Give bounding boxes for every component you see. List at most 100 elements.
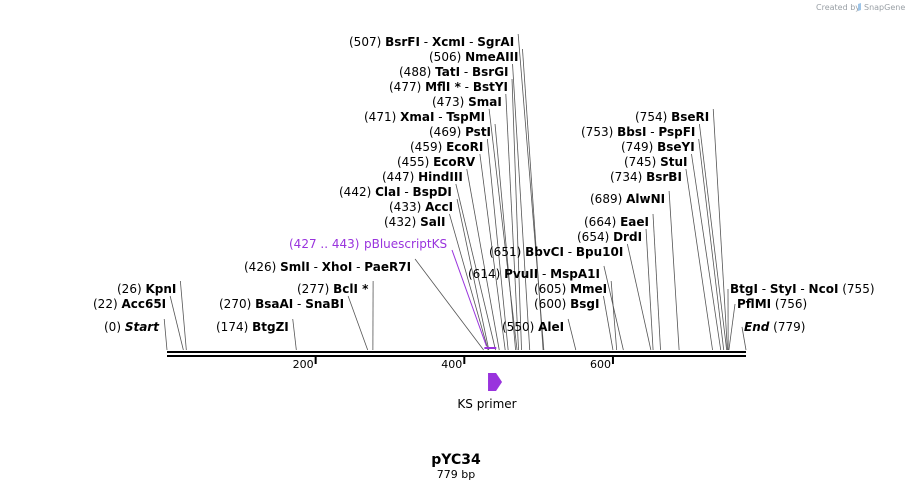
site-label[interactable]: (433) AccI: [389, 200, 453, 214]
enzyme-name[interactable]: MflI *: [425, 80, 461, 94]
site-sali[interactable]: (432) SalI: [384, 215, 445, 229]
enzyme-name[interactable]: SnaBI: [305, 297, 344, 311]
site-label[interactable]: (447) HindIII: [382, 170, 463, 184]
primer-arrow-icon[interactable]: [488, 373, 503, 391]
site-btgzi[interactable]: (174) BtgZI: [216, 320, 289, 334]
site-hindiii[interactable]: (447) HindIII: [382, 170, 463, 184]
enzyme-name[interactable]: EaeI: [620, 215, 649, 229]
enzyme-name[interactable]: Acc65I: [121, 297, 166, 311]
site-label[interactable]: (506) NmeAIII: [429, 50, 518, 64]
enzyme-name[interactable]: AleI: [538, 320, 564, 334]
enzyme-name[interactable]: BsrFI: [385, 35, 420, 49]
site-label[interactable]: (507) BsrFI - XcmI - SgrAI: [349, 35, 514, 49]
site-smai[interactable]: (473) SmaI: [432, 95, 502, 109]
enzyme-name[interactable]: KpnI: [145, 282, 176, 296]
enzyme-name[interactable]: MspA1I: [550, 267, 600, 281]
site-label[interactable]: (654) DrdI: [577, 230, 642, 244]
enzyme-name[interactable]: XmaI: [400, 110, 434, 124]
site-eaei[interactable]: (664) EaeI: [584, 215, 649, 229]
site-label[interactable]: (749) BseYI: [621, 140, 695, 154]
site-label[interactable]: (754) BseRI: [635, 110, 709, 124]
enzyme-name[interactable]: ClaI: [375, 185, 400, 199]
enzyme-name[interactable]: End: [744, 320, 770, 334]
site-psti[interactable]: (469) PstI: [429, 125, 491, 139]
site-alwni[interactable]: (689) AlwNI: [590, 192, 665, 206]
enzyme-name[interactable]: SalI: [420, 215, 445, 229]
site-kpni[interactable]: (26) KpnI: [117, 282, 176, 296]
site-label[interactable]: (277) BclI *: [297, 282, 369, 296]
enzyme-name[interactable]: PspFI: [658, 125, 695, 139]
primer-ks[interactable]: KS primer: [457, 373, 517, 411]
site-smli[interactable]: (426) SmlI - XhoI - PaeR7I: [244, 260, 411, 274]
site-label[interactable]: (745) StuI: [624, 155, 687, 169]
site-label[interactable]: (459) EcoRI: [410, 140, 483, 154]
site-bsrbi[interactable]: (734) BsrBI: [610, 170, 682, 184]
site-label[interactable]: (550) AleI: [502, 320, 564, 334]
site-label[interactable]: (442) ClaI - BspDI: [339, 185, 452, 199]
site-label[interactable]: End (779): [744, 320, 805, 334]
site-alei[interactable]: (550) AleI: [502, 320, 564, 334]
enzyme-name[interactable]: XhoI: [322, 260, 353, 274]
enzyme-name[interactable]: PflMI: [737, 297, 771, 311]
enzyme-name[interactable]: Bpu10I: [576, 245, 623, 259]
feature-pbluescriptks[interactable]: (427 .. 443) pBluescriptKS: [289, 237, 497, 349]
enzyme-name[interactable]: SgrAI: [477, 35, 514, 49]
site-acci[interactable]: (433) AccI: [389, 200, 453, 214]
site-label[interactable]: (426) SmlI - XhoI - PaeR7I: [244, 260, 411, 274]
site-tati[interactable]: (488) TatI - BsrGI: [399, 65, 509, 79]
site-clai[interactable]: (442) ClaI - BspDI: [339, 185, 452, 199]
enzyme-name[interactable]: BclI *: [333, 282, 369, 296]
enzyme-name[interactable]: BseYI: [657, 140, 695, 154]
enzyme-name[interactable]: BbvCI: [525, 245, 564, 259]
enzyme-name[interactable]: EcoRI: [446, 140, 483, 154]
site-label[interactable]: (664) EaeI: [584, 215, 649, 229]
site-bseri[interactable]: (754) BseRI: [635, 110, 709, 124]
site-bsrfi[interactable]: (507) BsrFI - XcmI - SgrAI: [349, 35, 514, 49]
enzyme-name[interactable]: AlwNI: [626, 192, 665, 206]
site-bcli[interactable]: (277) BclI *: [297, 282, 369, 296]
site-label[interactable]: (469) PstI: [429, 125, 491, 139]
site-label[interactable]: (651) BbvCI - Bpu10I: [489, 245, 623, 259]
site-xmai[interactable]: (471) XmaI - TspMI: [364, 110, 485, 124]
site-bsgi[interactable]: (600) BsgI: [534, 297, 599, 311]
enzyme-name[interactable]: BtgZI: [252, 320, 289, 334]
enzyme-name[interactable]: NcoI: [809, 282, 839, 296]
enzyme-name[interactable]: XcmI: [432, 35, 465, 49]
enzyme-name[interactable]: BbsI: [617, 125, 646, 139]
site-bbvci[interactable]: (651) BbvCI - Bpu10I: [489, 245, 623, 259]
enzyme-name[interactable]: BsgI: [570, 297, 599, 311]
enzyme-name[interactable]: TatI: [435, 65, 460, 79]
site-label[interactable]: (605) MmeI: [534, 282, 607, 296]
site-label[interactable]: PflMI (756): [737, 297, 807, 311]
enzyme-name[interactable]: AccI: [425, 200, 453, 214]
site-label[interactable]: (734) BsrBI: [610, 170, 682, 184]
site-btgi[interactable]: BtgI - StyI - NcoI (755): [730, 282, 875, 296]
enzyme-name[interactable]: BsrBI: [646, 170, 682, 184]
enzyme-name[interactable]: BsaAI: [255, 297, 293, 311]
site-label[interactable]: (0) Start: [104, 320, 160, 334]
enzyme-name[interactable]: Start: [125, 320, 160, 334]
enzyme-name[interactable]: EcoRV: [433, 155, 476, 169]
site-label[interactable]: (488) TatI - BsrGI: [399, 65, 509, 79]
site-bbsi[interactable]: (753) BbsI - PspFI: [581, 125, 695, 139]
enzyme-name[interactable]: BsrGI: [472, 65, 509, 79]
site-label[interactable]: (174) BtgZI: [216, 320, 289, 334]
site-mmei[interactable]: (605) MmeI: [534, 282, 607, 296]
enzyme-name[interactable]: PstI: [465, 125, 491, 139]
site-label[interactable]: (26) KpnI: [117, 282, 176, 296]
enzyme-name[interactable]: BseRI: [671, 110, 709, 124]
enzyme-name[interactable]: TspMI: [446, 110, 485, 124]
site-label[interactable]: (22) Acc65I: [93, 297, 166, 311]
site-label[interactable]: (471) XmaI - TspMI: [364, 110, 485, 124]
site-start[interactable]: (0) Start: [104, 320, 160, 334]
enzyme-name[interactable]: NmeAIII: [465, 50, 518, 64]
site-ecori[interactable]: (459) EcoRI: [410, 140, 483, 154]
site-mfli[interactable]: (477) MflI * - BstYI: [389, 80, 508, 94]
dna-backbone[interactable]: [167, 351, 746, 357]
site-label[interactable]: (689) AlwNI: [590, 192, 665, 206]
feature-bar[interactable]: [484, 347, 497, 349]
enzyme-name[interactable]: MmeI: [570, 282, 607, 296]
site-label[interactable]: BtgI - StyI - NcoI (755): [730, 282, 875, 296]
site-drdi[interactable]: (654) DrdI: [577, 230, 642, 244]
enzyme-name[interactable]: HindIII: [418, 170, 463, 184]
